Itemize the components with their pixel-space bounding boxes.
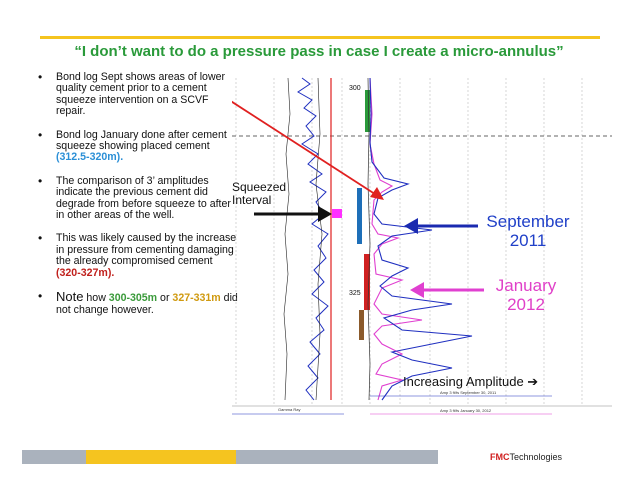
- bullet-item: Bond log Sept shows areas of lower quali…: [38, 71, 238, 118]
- september-label: September 2011: [483, 212, 573, 250]
- track-label-jan: Amp 3 ft/fs January 30, 2012: [440, 408, 492, 413]
- increasing-amplitude-label: Increasing Amplitude ➔: [403, 374, 539, 389]
- bullet-text: Note: [56, 289, 84, 305]
- bond-log-chart: 300 325 Gamma Ray Amp 3 ft/fs September …: [232, 77, 612, 415]
- bar-blue-312-320: [357, 188, 362, 244]
- bullet-text: The comparison of 3’ amplitudes indicate…: [56, 174, 231, 222]
- depth-label-325: 325: [349, 290, 361, 297]
- september-arrow-head: [404, 218, 418, 234]
- september-curve: [369, 77, 473, 401]
- fmc-logo-mark: FMC: [490, 452, 510, 462]
- bar-red-320-327: [364, 254, 370, 310]
- track-label-sept: Amp 3 ft/fs September 30, 2011: [440, 390, 497, 395]
- log-trace: [283, 77, 291, 401]
- bullet-text: Bond log Sept shows areas of lower quali…: [56, 71, 226, 118]
- bullet-item: Note how 300-305m or 327-331m did not ch…: [38, 289, 238, 316]
- bullet-text: Bond log January done after cement squee…: [56, 128, 227, 153]
- september-text: September 2011: [486, 212, 570, 250]
- footer-segment-gray: [22, 450, 86, 464]
- bullet-list: Bond log Sept shows areas of lower quali…: [38, 71, 238, 328]
- squeezed-arrow-head: [318, 206, 332, 222]
- amplitude-trace-black: [367, 77, 371, 401]
- red-arrow: [232, 100, 379, 197]
- bullet-item: This was likely caused by the increase i…: [38, 233, 238, 279]
- bullet-text: 327-331m: [172, 292, 221, 305]
- fmc-logo: FMCTechnologies: [490, 452, 562, 462]
- bar-brown-327-331: [359, 310, 364, 340]
- squeezed-interval-text: Squeezed Interval: [232, 180, 287, 207]
- bullet-text: did not change however.: [56, 292, 238, 316]
- bullet-text: This was likely caused by the increase i…: [56, 232, 237, 268]
- title-rule: [40, 36, 600, 39]
- footer-bar: [22, 450, 438, 464]
- depth-label-300: 300: [349, 85, 361, 92]
- bullet-text: 300-305m: [108, 292, 158, 305]
- bullet-text: or: [157, 292, 173, 305]
- gamma-ray-curve: [297, 77, 329, 401]
- january-text: January 2012: [495, 276, 557, 314]
- log-trace: [315, 77, 323, 401]
- footer-segment-yellow: [86, 450, 236, 464]
- january-arrow-head: [410, 282, 424, 298]
- bullet-text: (312.5-320m).: [56, 151, 124, 164]
- fmc-logo-tech: Technologies: [509, 452, 563, 462]
- slide-title: “I don’t want to do a pressure pass in c…: [74, 43, 564, 60]
- bar-green-300-305: [365, 90, 370, 132]
- squeeze-marker: [332, 209, 342, 218]
- track-label-gamma: Gamma Ray: [278, 407, 300, 412]
- footer-segment-gray: [236, 450, 438, 464]
- red-arrow-head: [370, 187, 384, 200]
- bullet-text: (320-327m).: [56, 266, 115, 279]
- january-curve: [369, 77, 423, 401]
- bullet-item: The comparison of 3’ amplitudes indicate…: [38, 174, 238, 222]
- bullet-text: how: [83, 292, 109, 305]
- bullet-item: Bond log January done after cement squee…: [38, 128, 238, 164]
- squeezed-interval-label: Squeezed Interval: [232, 181, 302, 207]
- january-label: January 2012: [486, 276, 566, 314]
